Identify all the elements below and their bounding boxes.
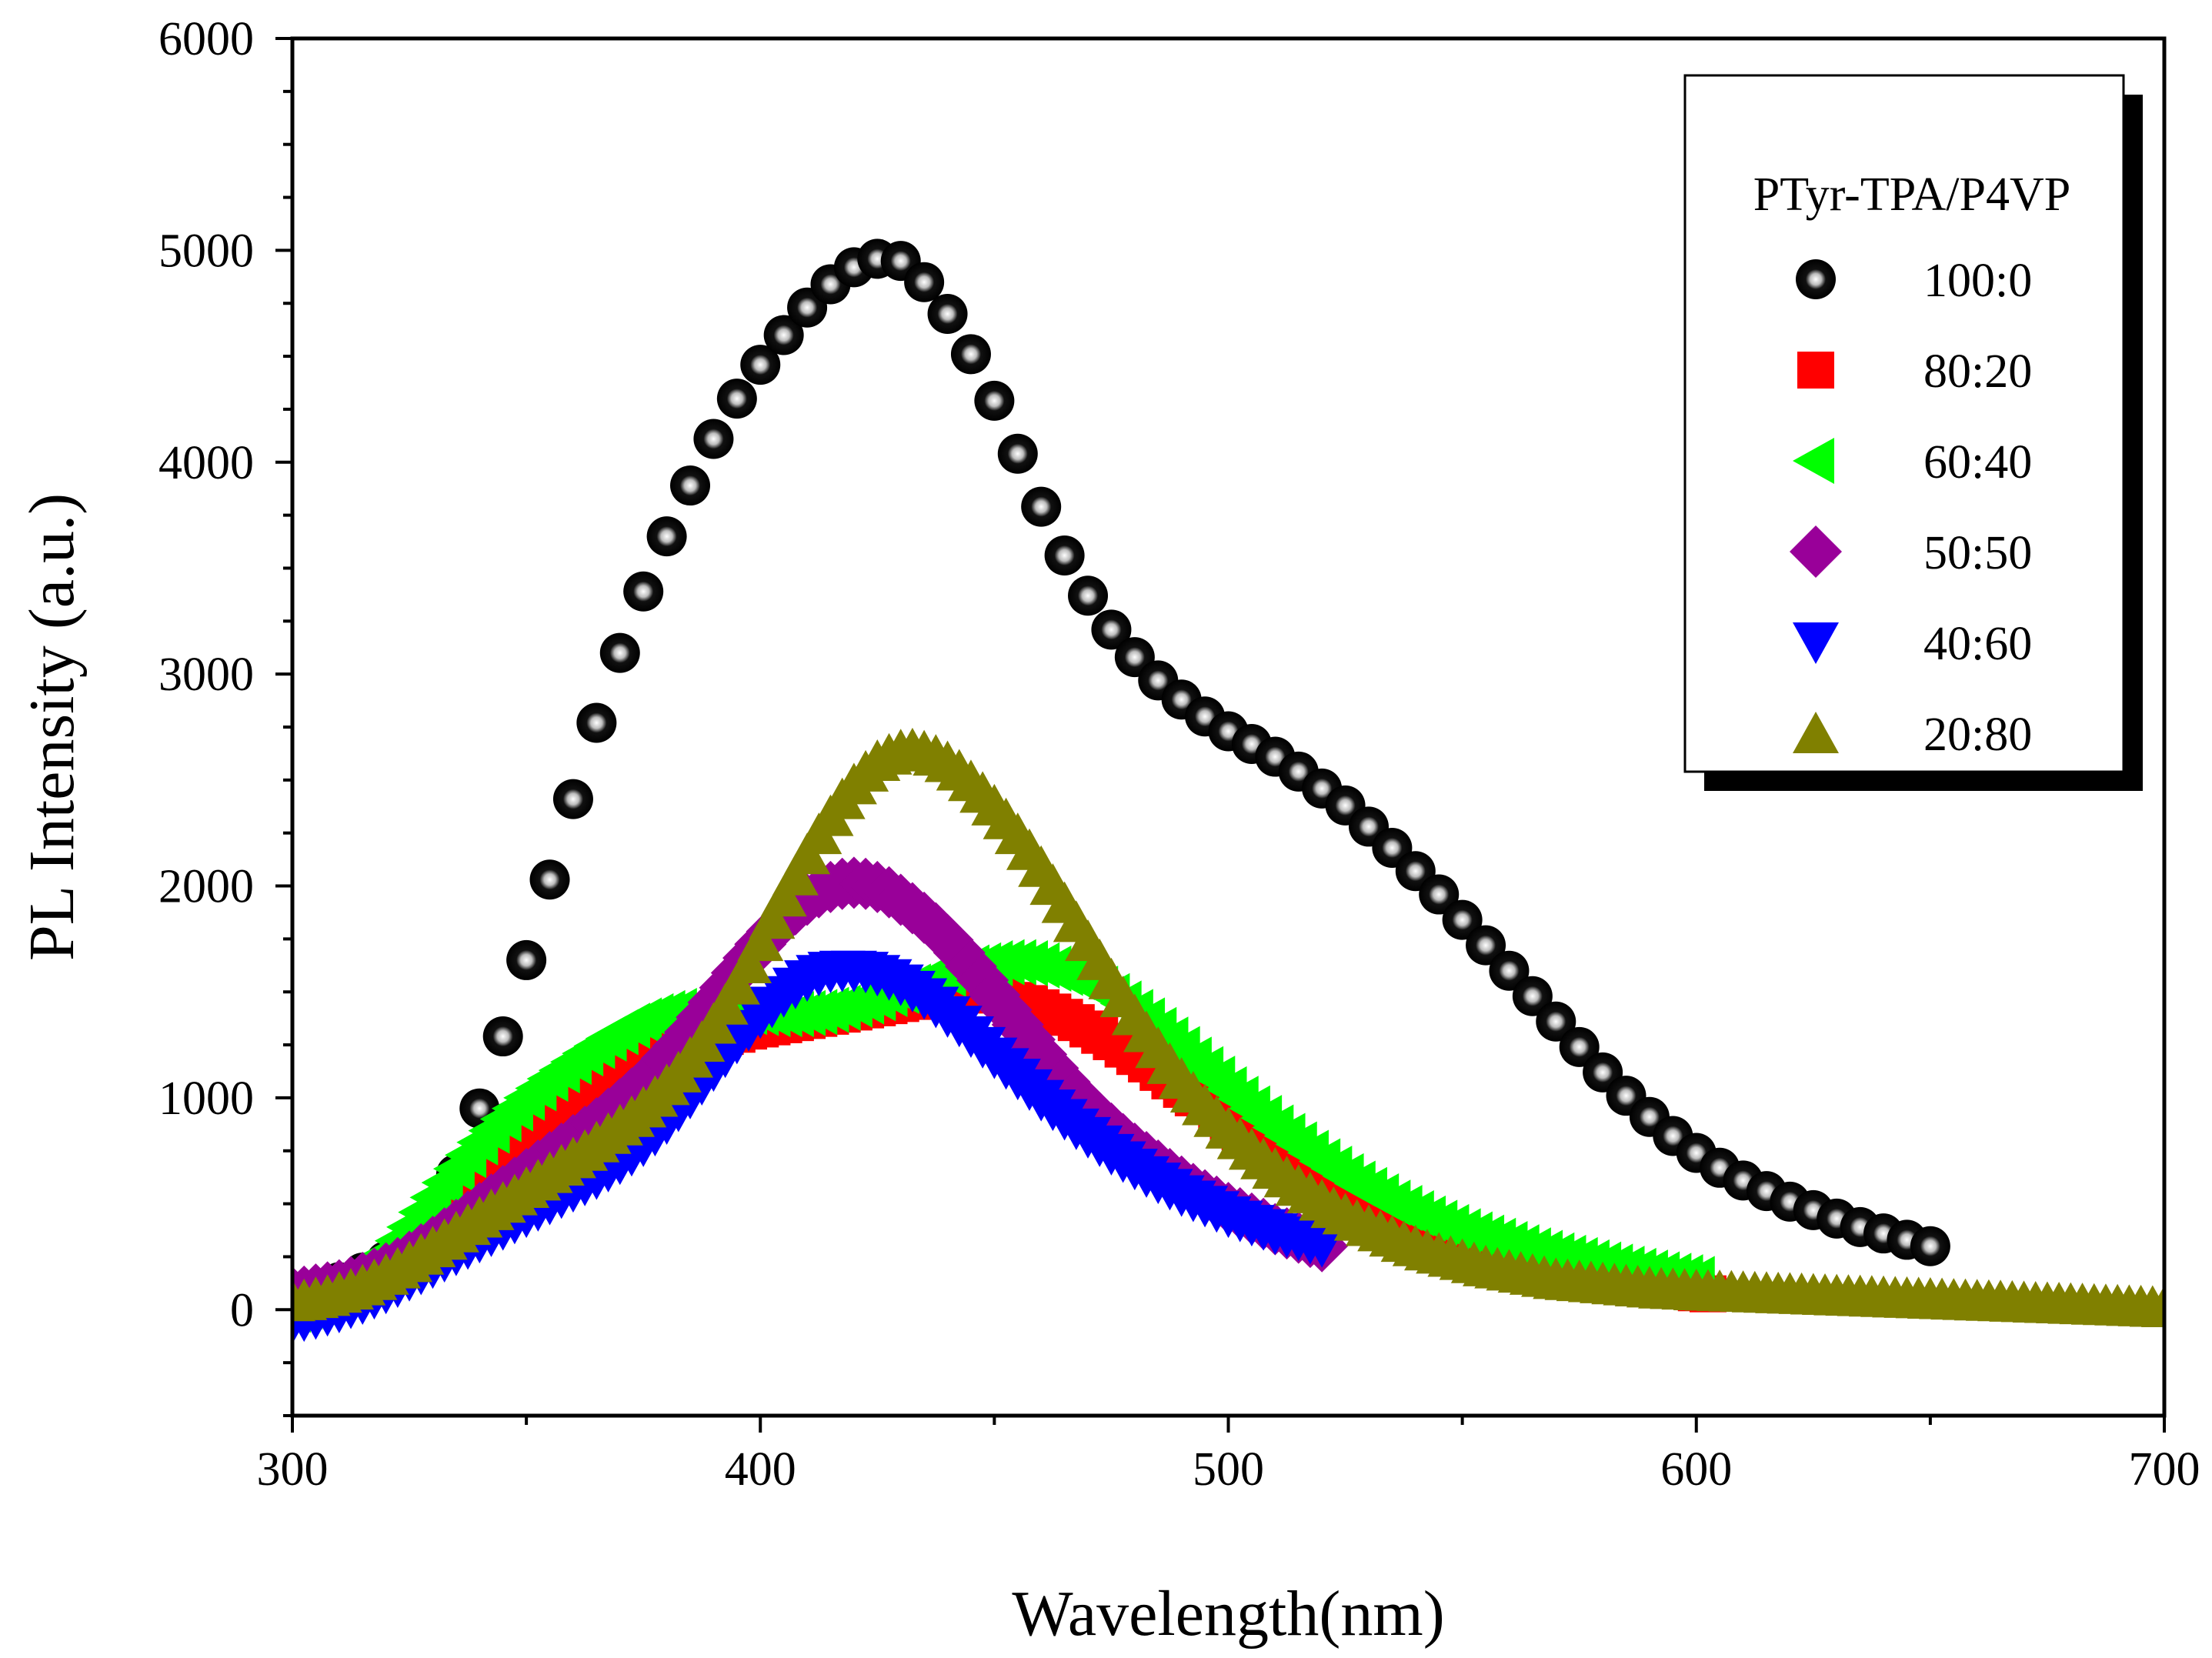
data-point xyxy=(529,859,570,900)
y-tick-label: 2000 xyxy=(158,861,254,913)
legend-label: 40:60 xyxy=(1923,618,2032,670)
legend-item: 100:0 xyxy=(1796,255,2032,307)
data-point xyxy=(740,345,781,385)
legend-label: 20:80 xyxy=(1923,709,2032,761)
y-tick-label: 4000 xyxy=(158,437,254,489)
legend-marker xyxy=(1793,622,1839,664)
series-40-60 xyxy=(292,950,1346,1344)
legend-marker xyxy=(1796,259,1836,299)
data-point xyxy=(1489,950,1530,991)
data-point xyxy=(974,380,1015,421)
data-point xyxy=(670,465,711,506)
data-point xyxy=(1068,575,1109,616)
data-point xyxy=(737,919,784,962)
data-point xyxy=(1442,899,1483,940)
x-axis-title: Wavelength(nm) xyxy=(1012,1578,1444,1650)
y-tick-label: 0 xyxy=(230,1284,254,1336)
data-point xyxy=(623,571,664,612)
y-tick-label: 6000 xyxy=(158,13,254,65)
data-point xyxy=(772,853,819,896)
y-tick-label: 1000 xyxy=(158,1073,254,1125)
data-point xyxy=(552,779,593,819)
legend-marker xyxy=(1793,438,1834,484)
legend-marker xyxy=(1793,712,1839,753)
data-point xyxy=(599,632,640,673)
legend-item: 20:80 xyxy=(1793,709,2032,761)
legend-item: 40:60 xyxy=(1793,618,2032,670)
data-point xyxy=(693,419,734,459)
y-axis-title: PL Intensity (a.u.) xyxy=(16,493,88,961)
data-point xyxy=(2141,1286,2164,1328)
data-point xyxy=(1044,535,1085,575)
data-point xyxy=(1910,1226,1950,1266)
data-point xyxy=(576,702,617,743)
legend-label: 60:40 xyxy=(1923,436,2032,489)
data-point xyxy=(726,942,772,984)
data-point xyxy=(950,334,991,375)
data-point xyxy=(713,962,760,1005)
legend-title: PTyr-TPA/P4VP xyxy=(1753,168,2070,221)
x-tick-label: 300 xyxy=(257,1443,329,1496)
x-tick-label: 500 xyxy=(1193,1443,1264,1496)
legend-item: 80:20 xyxy=(1797,345,2032,398)
series-layer xyxy=(292,239,2164,1344)
data-point xyxy=(1466,925,1506,966)
y-tick-label: 5000 xyxy=(158,225,254,277)
data-point xyxy=(1559,1026,1600,1067)
data-point xyxy=(1512,976,1553,1016)
data-point xyxy=(1299,1226,1346,1268)
data-point xyxy=(1536,1001,1576,1042)
data-point xyxy=(482,1016,523,1057)
data-point xyxy=(760,875,807,917)
legend-box xyxy=(1683,74,2125,773)
data-point xyxy=(506,939,547,980)
x-tick-label: 700 xyxy=(2129,1443,2200,1496)
legend-marker xyxy=(1797,352,1834,389)
legend-label: 50:50 xyxy=(1923,527,2032,579)
x-tick-label: 400 xyxy=(725,1443,796,1496)
legend-label: 80:20 xyxy=(1923,345,2032,398)
data-point xyxy=(1021,486,1062,527)
data-point xyxy=(763,315,804,355)
axes: 300 400 500 600 700 0 1000 2000 3000 4000 5000 6000… xyxy=(16,13,2200,1650)
data-point xyxy=(716,379,757,419)
data-point xyxy=(749,897,796,939)
data-point xyxy=(1419,874,1460,915)
data-point xyxy=(904,262,945,302)
x-tick-label: 600 xyxy=(1660,1443,1732,1496)
data-point xyxy=(927,294,968,334)
legend-item: 60:40 xyxy=(1793,436,2032,489)
series-20-80 xyxy=(292,727,2164,1328)
legend-label: 100:0 xyxy=(1923,255,2032,307)
legend-item: 50:50 xyxy=(1790,525,2032,579)
legend: PTyr-TPA/P4VP 100:0 80:20 60:40 50:50 40:60 20… xyxy=(1683,74,2143,791)
legend-marker xyxy=(1790,525,1842,578)
y-tick-label: 3000 xyxy=(158,649,254,701)
data-point xyxy=(997,433,1038,474)
data-point xyxy=(1091,609,1132,650)
data-point xyxy=(646,516,687,557)
